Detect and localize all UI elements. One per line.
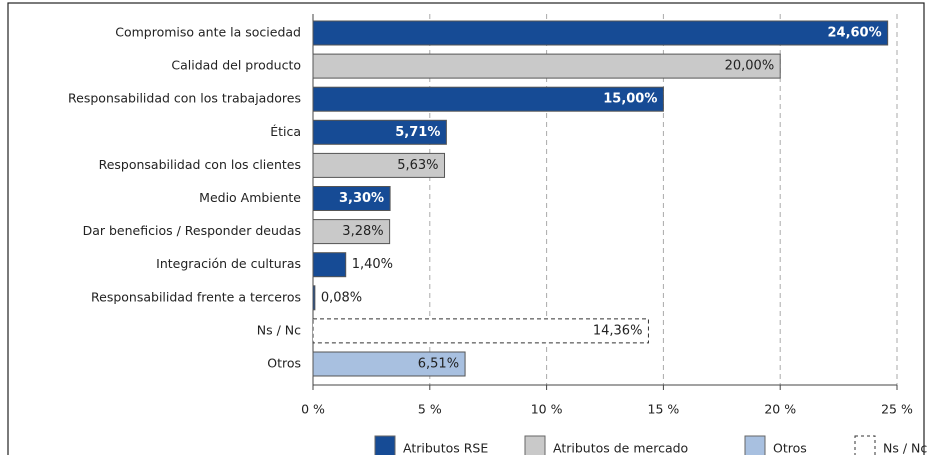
bar (312, 252, 347, 278)
legend-label: Otros (773, 441, 807, 455)
bar (312, 152, 446, 178)
value-label: 6,51% (418, 357, 459, 372)
value-label: 1,40% (352, 257, 393, 272)
legend-label: Ns / Nc (883, 441, 927, 455)
frame (7, 2, 925, 455)
x-tick-label: 5 % (418, 402, 442, 417)
y-tick-label: Medio Ambiente (199, 190, 301, 205)
x-tick-label: 0 % (301, 402, 325, 417)
y-tick-label: Integración de culturas (156, 256, 301, 271)
y-tick-label: Ns / Nc (257, 322, 301, 337)
value-label: 0,08% (321, 290, 362, 305)
bar (312, 86, 664, 112)
y-tick-label: Dar beneficios / Responder deudas (83, 223, 301, 238)
bar (312, 53, 781, 79)
value-label: 24,60% (827, 26, 881, 41)
bar (312, 119, 447, 145)
x-tick-label: 25 % (881, 402, 913, 417)
legend-swatch (374, 435, 396, 455)
bar (312, 219, 391, 245)
bar (312, 318, 649, 344)
value-label: 14,36% (593, 323, 643, 338)
value-label: 5,63% (397, 158, 438, 173)
value-label: 20,00% (725, 59, 775, 74)
bar (312, 351, 466, 377)
x-tick-label: 15 % (648, 402, 680, 417)
legend-swatch (524, 435, 546, 455)
value-label: 5,71% (395, 125, 440, 140)
legend-label: Atributos RSE (403, 441, 488, 455)
y-tick-label: Ética (270, 124, 301, 139)
value-label: 15,00% (603, 92, 657, 107)
y-tick-label: Responsabilidad con los trabajadores (68, 91, 301, 106)
legend-swatch (744, 435, 766, 455)
y-tick-label: Compromiso ante la sociedad (115, 25, 301, 40)
x-tick-label: 10 % (531, 402, 563, 417)
bar (312, 186, 391, 211)
x-tick-label: 20 % (764, 402, 796, 417)
y-tick-label: Calidad del producto (171, 58, 301, 73)
y-tick-label: Responsabilidad con los clientes (99, 157, 301, 172)
legend-swatch (854, 435, 876, 455)
value-label: 3,28% (342, 224, 383, 239)
bar (312, 285, 316, 311)
y-tick-label: Responsabilidad frente a terceros (91, 289, 301, 304)
legend-label: Atributos de mercado (553, 441, 688, 455)
y-tick-label: Otros (267, 356, 301, 371)
value-label: 3,30% (339, 191, 384, 206)
bar (312, 20, 889, 46)
